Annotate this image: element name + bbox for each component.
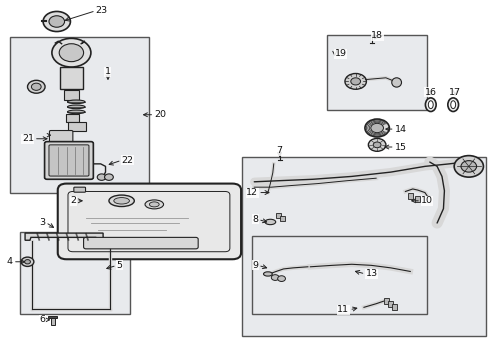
- Bar: [64, 90, 79, 100]
- Circle shape: [460, 161, 476, 172]
- Text: 1: 1: [105, 67, 111, 76]
- Text: 10: 10: [420, 196, 432, 205]
- Bar: [48, 316, 57, 319]
- Bar: [68, 122, 85, 131]
- Ellipse shape: [145, 200, 163, 209]
- Ellipse shape: [447, 98, 458, 112]
- Ellipse shape: [450, 101, 455, 109]
- Circle shape: [350, 78, 360, 85]
- Bar: [276, 213, 281, 218]
- FancyBboxPatch shape: [74, 187, 85, 192]
- Circle shape: [27, 80, 45, 93]
- Text: 20: 20: [154, 110, 166, 119]
- Text: 17: 17: [448, 87, 460, 96]
- Bar: [384, 298, 388, 304]
- FancyBboxPatch shape: [83, 237, 198, 249]
- Ellipse shape: [427, 101, 432, 109]
- Bar: [251, 235, 427, 315]
- Text: 6: 6: [40, 315, 45, 324]
- Text: 16: 16: [424, 87, 436, 96]
- Circle shape: [344, 73, 366, 89]
- Bar: [60, 67, 82, 89]
- FancyBboxPatch shape: [58, 184, 241, 259]
- Ellipse shape: [425, 98, 435, 112]
- Circle shape: [52, 39, 91, 67]
- Bar: [242, 157, 485, 336]
- Circle shape: [104, 174, 113, 180]
- Circle shape: [43, 12, 70, 32]
- Text: 19: 19: [334, 49, 346, 58]
- Text: 23: 23: [96, 6, 108, 15]
- Text: 11: 11: [337, 305, 348, 314]
- Circle shape: [21, 257, 34, 266]
- Circle shape: [453, 156, 483, 177]
- Circle shape: [59, 44, 83, 62]
- Circle shape: [364, 119, 388, 137]
- Bar: [280, 216, 285, 221]
- Circle shape: [97, 174, 106, 180]
- Bar: [20, 232, 130, 315]
- Text: 3: 3: [40, 218, 45, 227]
- Circle shape: [24, 260, 30, 264]
- Circle shape: [367, 138, 385, 151]
- Circle shape: [31, 83, 41, 90]
- Circle shape: [271, 275, 279, 280]
- Bar: [387, 301, 392, 307]
- Text: 2: 2: [70, 196, 76, 205]
- Bar: [407, 193, 412, 199]
- Text: 12: 12: [245, 188, 258, 197]
- Ellipse shape: [67, 110, 85, 114]
- Bar: [391, 305, 396, 310]
- Text: 13: 13: [365, 269, 377, 278]
- FancyBboxPatch shape: [49, 145, 89, 176]
- Circle shape: [277, 276, 285, 282]
- Text: 9: 9: [252, 261, 258, 270]
- FancyBboxPatch shape: [44, 141, 93, 179]
- Text: 14: 14: [394, 125, 406, 134]
- Ellipse shape: [67, 105, 85, 109]
- Text: 15: 15: [394, 143, 406, 152]
- Ellipse shape: [391, 78, 401, 87]
- Ellipse shape: [67, 100, 85, 104]
- Ellipse shape: [264, 219, 275, 225]
- Text: 7: 7: [276, 146, 282, 155]
- FancyBboxPatch shape: [49, 131, 73, 143]
- Ellipse shape: [263, 272, 272, 276]
- Text: 5: 5: [117, 261, 122, 270]
- Circle shape: [372, 142, 380, 148]
- Ellipse shape: [109, 195, 134, 207]
- Bar: [65, 114, 79, 122]
- Ellipse shape: [149, 202, 159, 207]
- Text: 18: 18: [370, 31, 382, 40]
- Bar: [327, 35, 427, 110]
- Bar: [51, 319, 55, 325]
- Text: 22: 22: [122, 156, 133, 165]
- Bar: [10, 37, 149, 193]
- Bar: [414, 196, 419, 202]
- Polygon shape: [25, 233, 103, 240]
- Text: 21: 21: [22, 134, 34, 143]
- Circle shape: [370, 123, 383, 133]
- Ellipse shape: [114, 198, 129, 204]
- Text: 8: 8: [252, 215, 258, 224]
- Circle shape: [49, 16, 64, 27]
- Text: 4: 4: [7, 257, 13, 266]
